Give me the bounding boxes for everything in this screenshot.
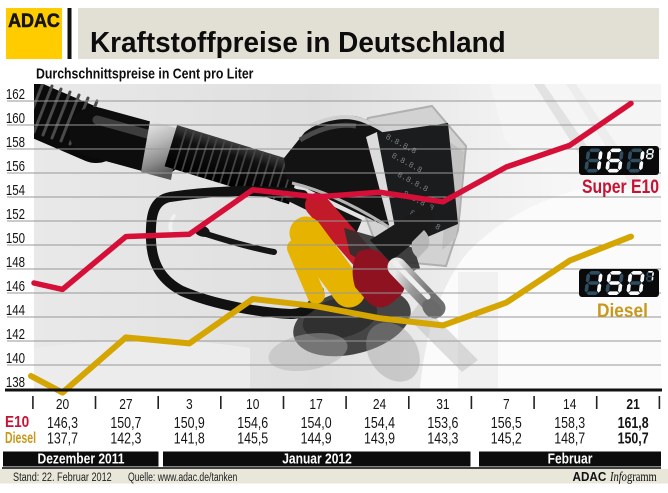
- svg-text:31: 31: [436, 396, 449, 413]
- svg-text:Januar 2012: Januar 2012: [282, 450, 352, 466]
- svg-text:154: 154: [6, 182, 25, 199]
- svg-text:138: 138: [6, 374, 25, 391]
- svg-text:144,9: 144,9: [301, 429, 332, 447]
- svg-text:Stand: 22. Februar 2012: Stand: 22. Februar 2012: [13, 471, 112, 485]
- svg-text:146,3: 146,3: [47, 414, 78, 432]
- svg-text:156: 156: [6, 158, 25, 175]
- svg-text:E10: E10: [5, 414, 29, 431]
- svg-text:21: 21: [626, 396, 640, 413]
- svg-text:Diesel: Diesel: [5, 429, 36, 447]
- svg-text:153,6: 153,6: [427, 414, 458, 432]
- svg-text:142: 142: [6, 326, 25, 343]
- svg-text:162: 162: [6, 86, 25, 103]
- svg-text:Infogramm: Infogramm: [609, 469, 657, 485]
- svg-text:24: 24: [373, 396, 387, 413]
- svg-text:150: 150: [6, 230, 25, 247]
- svg-text:158,3: 158,3: [554, 414, 585, 432]
- svg-text:137,7: 137,7: [47, 429, 78, 447]
- svg-text:Super E10: Super E10: [582, 176, 659, 198]
- svg-text:143,3: 143,3: [427, 429, 458, 447]
- svg-text:20: 20: [56, 396, 70, 413]
- svg-text:154,4: 154,4: [364, 414, 395, 432]
- svg-text:144: 144: [6, 302, 25, 319]
- svg-text:3: 3: [186, 396, 193, 413]
- svg-text:142,3: 142,3: [110, 429, 141, 447]
- svg-text:143,9: 143,9: [364, 429, 395, 447]
- svg-text:141,8: 141,8: [174, 429, 205, 447]
- svg-text:156,5: 156,5: [491, 414, 522, 432]
- svg-text:27: 27: [119, 396, 132, 413]
- svg-text:148,7: 148,7: [554, 429, 585, 447]
- svg-text:152: 152: [6, 206, 25, 223]
- svg-text:145,2: 145,2: [491, 429, 522, 447]
- svg-text:14: 14: [563, 396, 577, 413]
- svg-text:Quelle: www.adac.de/tanken: Quelle: www.adac.de/tanken: [128, 472, 237, 485]
- svg-text:Kraftstoffpreise in Deutschlan: Kraftstoffpreise in Deutschland: [90, 26, 506, 58]
- svg-text:145,5: 145,5: [237, 429, 268, 447]
- svg-text:150,9: 150,9: [174, 414, 205, 432]
- svg-text:Februar: Februar: [548, 450, 593, 466]
- svg-text:146: 146: [6, 278, 25, 295]
- svg-text:10: 10: [246, 396, 260, 413]
- svg-text:150,7: 150,7: [110, 414, 141, 432]
- svg-text:Diesel: Diesel: [597, 300, 648, 321]
- svg-text:160: 160: [6, 110, 25, 127]
- svg-text:7: 7: [503, 396, 510, 413]
- svg-text:17: 17: [309, 396, 322, 413]
- svg-text:161,8: 161,8: [618, 414, 649, 432]
- svg-text:Durchschnittspreise in Cent pr: Durchschnittspreise in Cent pro Liter: [36, 66, 254, 82]
- svg-text:140: 140: [6, 350, 25, 367]
- svg-text:ADAC: ADAC: [8, 9, 60, 31]
- svg-text:150,7: 150,7: [618, 429, 649, 447]
- svg-text:154,6: 154,6: [237, 414, 268, 432]
- svg-text:158: 158: [6, 134, 25, 151]
- svg-text:Dezember 2011: Dezember 2011: [38, 450, 125, 466]
- svg-text:ADAC: ADAC: [573, 469, 607, 484]
- svg-text:148: 148: [6, 254, 25, 271]
- svg-text:154,0: 154,0: [301, 414, 332, 432]
